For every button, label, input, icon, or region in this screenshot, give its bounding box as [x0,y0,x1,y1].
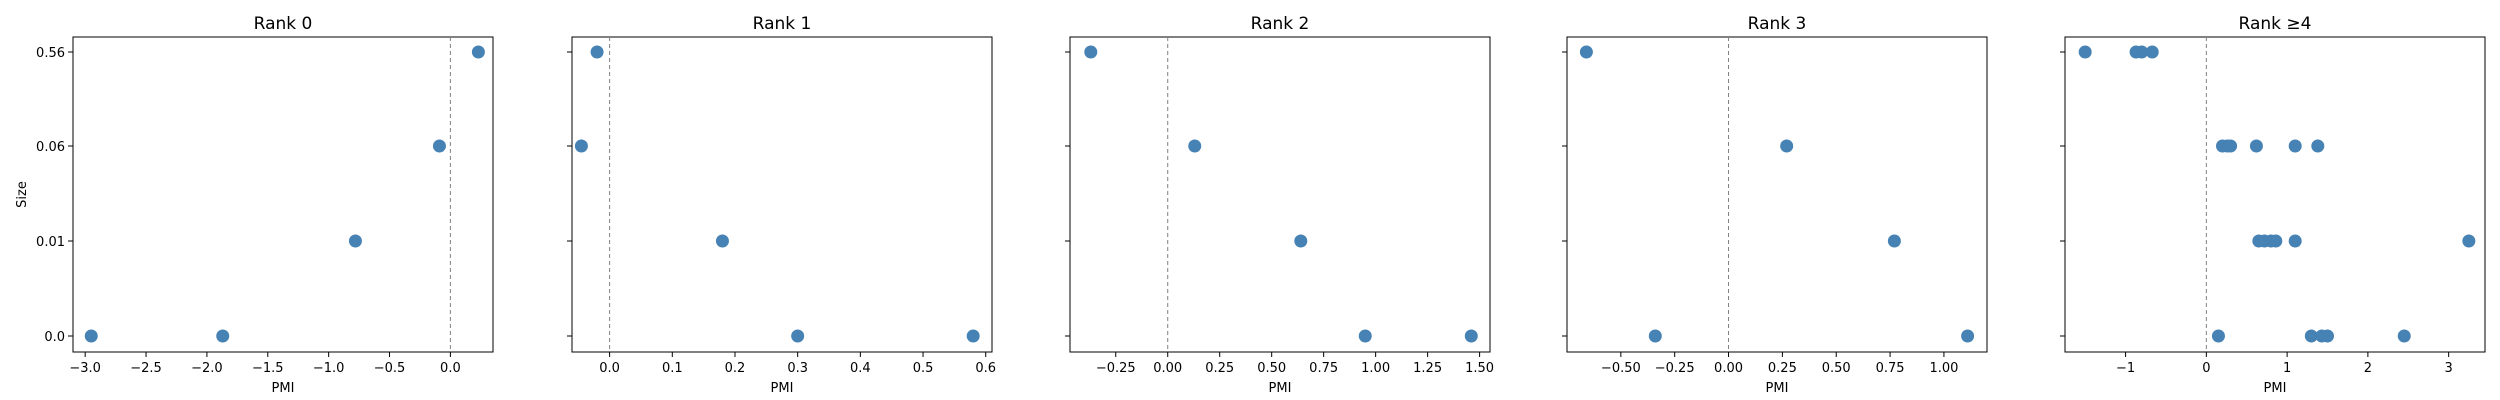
data-point [432,139,446,153]
data-point [715,234,729,248]
data-point [1084,45,1098,59]
x-tick-label: 0.0 [440,361,461,376]
x-tick-label: 0.50 [1257,361,1286,376]
x-tick-label: −0.5 [374,361,406,376]
panel-frame [571,36,993,353]
data-point [2269,234,2283,248]
y-tick-label: 0.01 [36,235,65,250]
x-tick-label: −3.0 [69,361,101,376]
x-tick-label: 0.75 [1309,361,1338,376]
data-point [1358,329,1372,343]
data-point [1294,234,1308,248]
data-point [966,329,980,343]
x-tick-label: 0 [2202,361,2210,376]
x-axis-label: PMI [1269,381,1292,396]
x-tick-label: −2.0 [191,361,223,376]
x-tick-label: 0.1 [662,361,683,376]
data-point [791,329,805,343]
data-point [84,329,98,343]
data-point [471,45,485,59]
x-tick-label: −0.25 [1096,361,1136,376]
data-point [1648,329,1662,343]
x-tick-label: 0.0 [599,361,620,376]
panel-frame [1566,36,1988,353]
y-axis-label: Size [15,181,30,208]
x-tick-label: 0.2 [725,361,746,376]
data-point [2304,329,2318,343]
x-tick-label: −1.5 [252,361,284,376]
data-point [216,329,230,343]
data-point [2462,234,2476,248]
panel-frame [72,36,494,353]
panel-frame [1069,36,1491,353]
x-tick-label: −1.0 [313,361,345,376]
x-tick-label: 0.00 [1153,361,1182,376]
y-tick-label: 0.0 [44,330,65,345]
x-tick-label: 0.25 [1205,361,1234,376]
y-tick-label: 0.56 [36,46,65,61]
data-point [2211,329,2225,343]
data-point [574,139,588,153]
data-point [1579,45,1593,59]
data-point [2288,234,2302,248]
data-point [2145,45,2159,59]
x-axis-label: PMI [2264,381,2287,396]
data-point [2288,139,2302,153]
panel-frame [2064,36,2486,353]
data-point [1464,329,1478,343]
x-axis-label: PMI [771,381,794,396]
data-point [2321,329,2334,343]
x-tick-label: −0.50 [1601,361,1641,376]
x-tick-label: 3 [2445,361,2453,376]
x-tick-label: 2 [2364,361,2372,376]
y-tick-label: 0.06 [36,140,65,155]
x-tick-label: 1.50 [1465,361,1494,376]
data-point [348,234,362,248]
x-tick-label: 0.00 [1714,361,1743,376]
x-tick-label: 0.25 [1768,361,1797,376]
data-point [590,45,604,59]
x-tick-label: 1.00 [1929,361,1958,376]
x-tick-label: −0.25 [1655,361,1695,376]
x-tick-label: 0.6 [975,361,996,376]
x-tick-label: 0.5 [913,361,934,376]
panel-title: Rank 3 [1748,14,1807,34]
panel-title: Rank ≥4 [2239,14,2312,34]
x-tick-label: −2.5 [130,361,162,376]
data-point [2224,139,2238,153]
x-tick-label: 0.4 [850,361,871,376]
panel-title: Rank 2 [1251,14,1310,34]
x-tick-label: 1 [2283,361,2291,376]
x-tick-label: 0.50 [1822,361,1851,376]
x-tick-label: −1 [2116,361,2135,376]
data-point [1887,234,1901,248]
x-tick-label: 1.25 [1413,361,1442,376]
x-axis-label: PMI [1766,381,1789,396]
x-tick-label: 1.00 [1361,361,1390,376]
data-point [2249,139,2263,153]
panel-title: Rank 1 [753,14,812,34]
x-tick-label: 0.75 [1876,361,1905,376]
data-point [2311,139,2325,153]
data-point [2135,45,2149,59]
x-tick-label: 0.3 [787,361,808,376]
data-point [2397,329,2411,343]
panel-title: Rank 0 [254,14,313,34]
x-axis-label: PMI [272,381,295,396]
data-point [2078,45,2092,59]
data-point [1780,139,1794,153]
data-point [1961,329,1975,343]
data-point [1188,139,1202,153]
